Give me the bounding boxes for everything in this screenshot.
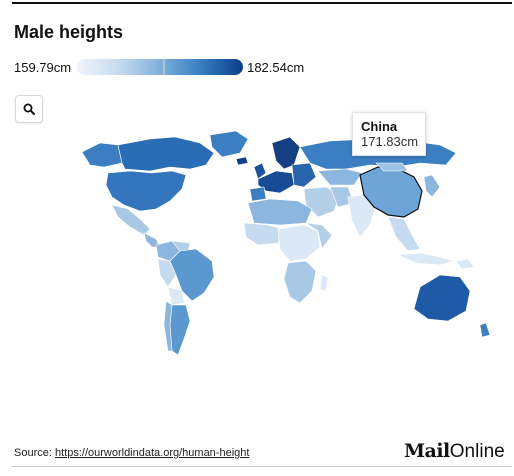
mailonline-logo: MailOnline (404, 440, 505, 463)
region-central-america[interactable] (143, 232, 161, 248)
bottom-rule (12, 466, 512, 467)
region-scandinavia[interactable] (271, 136, 301, 170)
legend-gradient-bar (77, 59, 244, 75)
region-usa[interactable] (105, 170, 187, 212)
region-central-africa[interactable] (277, 224, 321, 262)
region-madagascar[interactable] (319, 274, 329, 292)
source-line: Source: https://ourworldindata.org/human… (14, 447, 249, 459)
region-korea-japan[interactable] (423, 174, 441, 198)
region-west-africa[interactable] (243, 222, 283, 246)
region-canada[interactable] (117, 136, 215, 172)
region-bolivia[interactable] (167, 286, 185, 306)
source-link[interactable]: https://ourworldindata.org/human-height (54, 447, 250, 459)
region-uk[interactable] (253, 162, 267, 180)
region-east-africa[interactable] (305, 222, 333, 250)
world-map (81, 130, 491, 356)
region-new-zealand[interactable] (479, 322, 491, 338)
brand-mail: Mail (404, 440, 450, 462)
legend-min-label: 159.79cm (14, 59, 72, 75)
region-kazakhstan[interactable] (317, 168, 363, 186)
region-iceland[interactable] (235, 156, 249, 166)
color-legend: 159.79cm 182.54cm (14, 58, 304, 76)
tooltip-value: 171.83cm (361, 134, 419, 149)
region-western-europe[interactable] (257, 170, 295, 194)
chart-title: Male heights (14, 22, 124, 42)
tooltip-country: China (361, 119, 398, 134)
region-mongolia[interactable] (375, 162, 409, 172)
region-chile[interactable] (163, 300, 173, 352)
region-mexico[interactable] (111, 204, 151, 236)
region-peru[interactable] (157, 258, 177, 288)
region-brazil[interactable] (169, 248, 215, 302)
region-png[interactable] (455, 258, 475, 270)
region-alaska[interactable] (81, 142, 123, 168)
country-tooltip: China 171.83cm (352, 112, 426, 156)
top-rule (12, 2, 512, 4)
legend-marker (163, 59, 166, 75)
region-australia[interactable] (413, 274, 471, 322)
brand-online: Online (449, 441, 505, 462)
region-greenland[interactable] (209, 130, 249, 158)
region-argentina[interactable] (169, 304, 191, 356)
region-southern-africa[interactable] (283, 260, 317, 304)
region-iberia[interactable] (249, 186, 267, 202)
source-prefix: Source: (14, 447, 52, 459)
legend-max-label: 182.54cm (247, 59, 305, 75)
region-middle-east[interactable] (303, 186, 341, 218)
region-north-africa[interactable] (247, 198, 313, 226)
search-icon (23, 103, 35, 115)
region-southeast-asia[interactable] (387, 216, 421, 252)
region-eastern-europe[interactable] (291, 162, 317, 188)
region-indonesia[interactable] (396, 252, 456, 266)
search-button[interactable] (15, 95, 43, 123)
